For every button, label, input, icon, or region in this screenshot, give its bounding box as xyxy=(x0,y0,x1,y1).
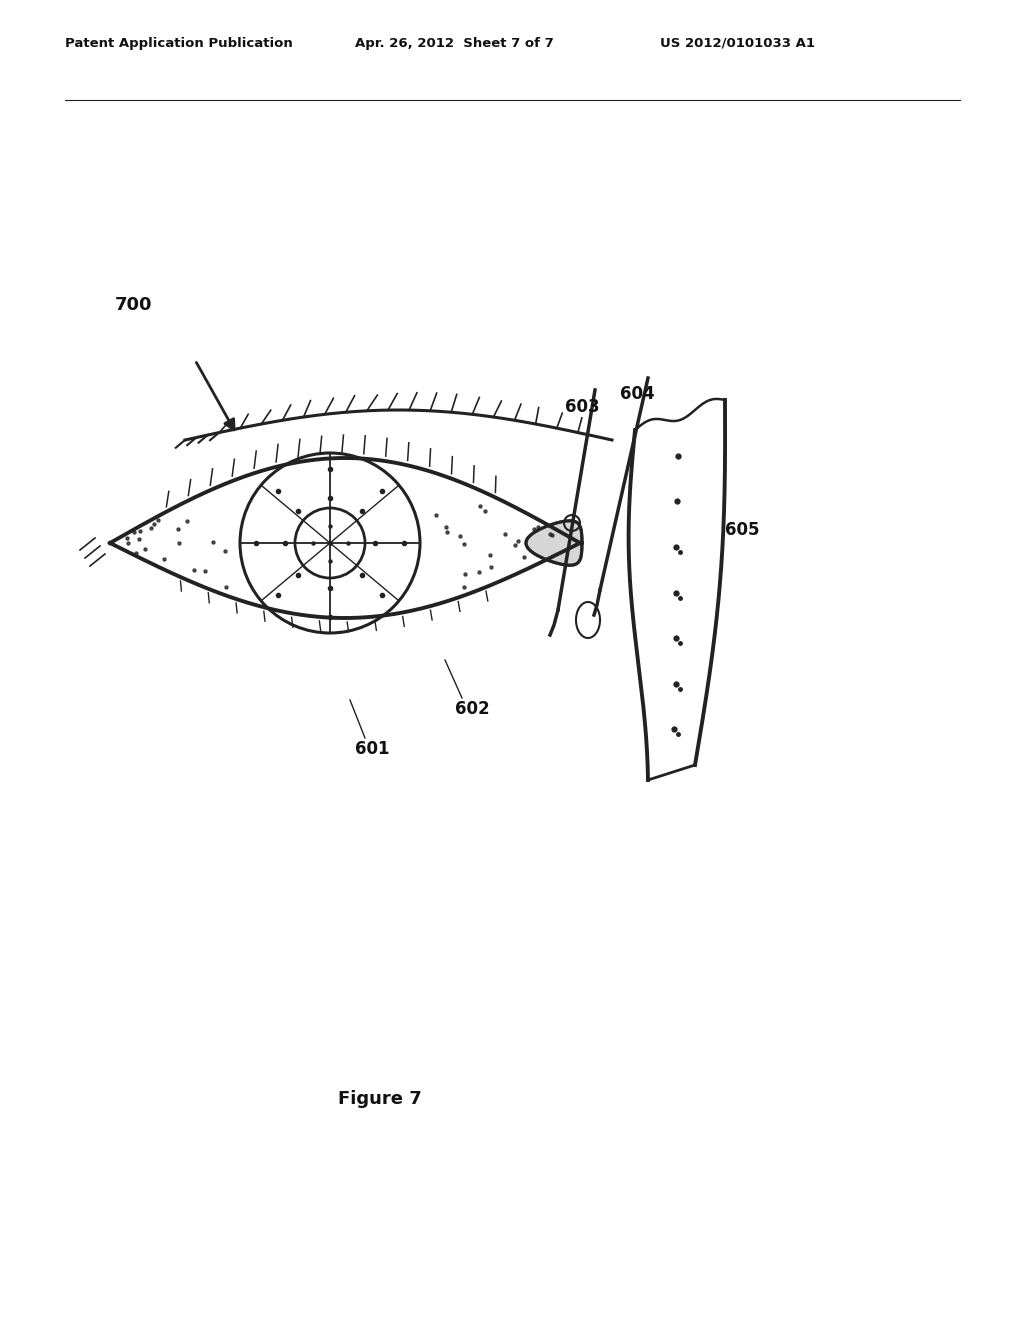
Text: 601: 601 xyxy=(355,741,389,758)
Text: US 2012/0101033 A1: US 2012/0101033 A1 xyxy=(660,37,815,50)
Text: Apr. 26, 2012  Sheet 7 of 7: Apr. 26, 2012 Sheet 7 of 7 xyxy=(355,37,554,50)
Text: 602: 602 xyxy=(455,700,489,718)
Text: 700: 700 xyxy=(115,296,153,314)
Text: 604: 604 xyxy=(620,385,654,403)
Text: Figure 7: Figure 7 xyxy=(338,1090,422,1107)
Text: 603: 603 xyxy=(565,399,600,416)
Polygon shape xyxy=(526,521,582,565)
Text: 605: 605 xyxy=(725,521,760,539)
Text: Patent Application Publication: Patent Application Publication xyxy=(65,37,293,50)
